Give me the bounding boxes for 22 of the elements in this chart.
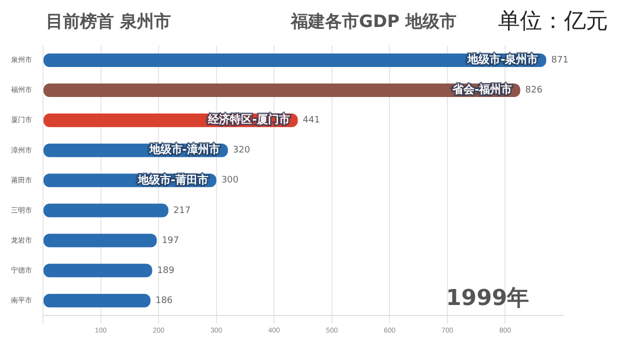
text: 单位：亿元 bbox=[498, 8, 608, 36]
chart-subtitle: 目前榜首 泉州市 bbox=[46, 11, 171, 33]
data-label: 186 bbox=[155, 296, 173, 306]
bar bbox=[44, 264, 152, 278]
bar bbox=[44, 294, 150, 308]
data-label: 320 bbox=[232, 146, 250, 156]
annotation: 省会-福州市 bbox=[452, 83, 512, 96]
data-label: 217 bbox=[173, 206, 191, 216]
data-label: 300 bbox=[221, 176, 239, 186]
bar bbox=[44, 204, 168, 218]
data-label: 197 bbox=[162, 236, 180, 246]
annotation: 地级市-莆田市 bbox=[136, 173, 208, 186]
data-label: 826 bbox=[525, 86, 543, 96]
data-label: 871 bbox=[551, 56, 568, 66]
chart-title: 福建各市GDP 地级市 bbox=[291, 11, 456, 33]
annotation: 地级市-泉州市 bbox=[466, 53, 538, 66]
data-label: 441 bbox=[302, 116, 320, 126]
annotation: 地级市-漳州市 bbox=[148, 143, 220, 156]
annotation: 1999年 bbox=[446, 285, 530, 313]
annotation: 经济特区-厦门市 bbox=[207, 113, 290, 126]
bar bbox=[44, 234, 157, 248]
data-label: 189 bbox=[157, 266, 175, 276]
